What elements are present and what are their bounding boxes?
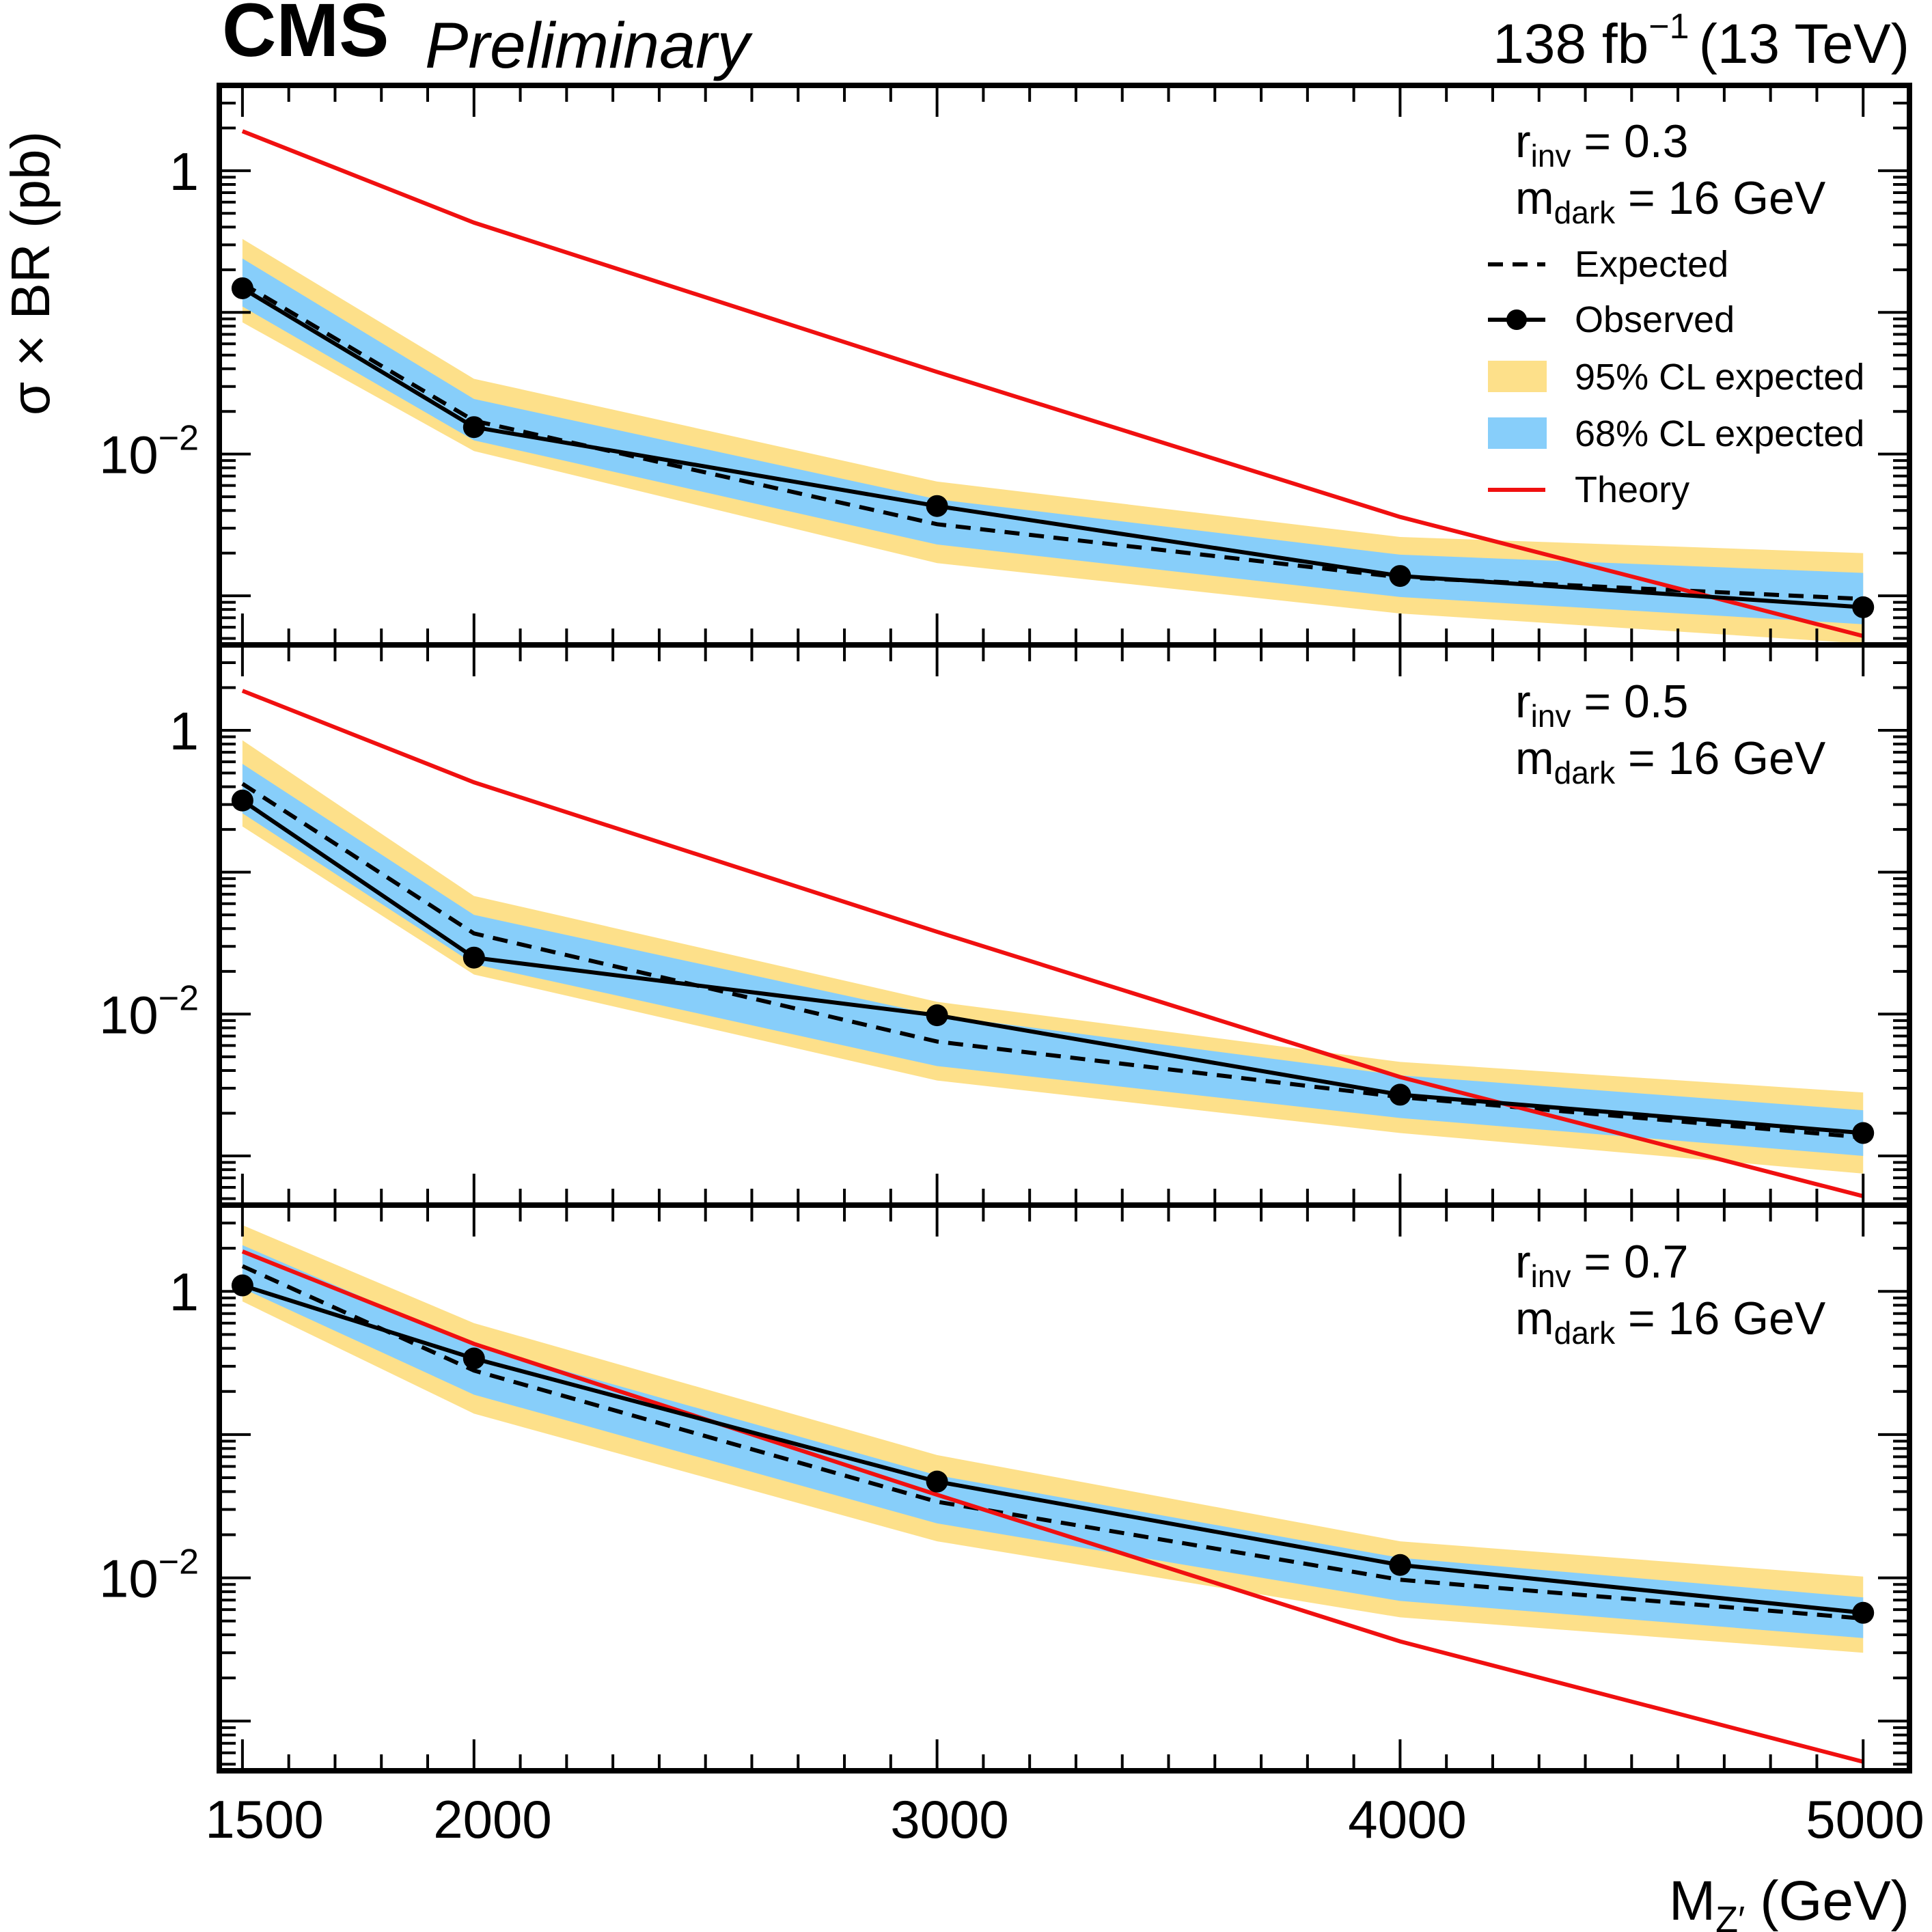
rinv-label: rinv = 0.7 bbox=[1515, 1236, 1689, 1294]
observed-point bbox=[1852, 1122, 1875, 1144]
x-tick-label: 3000 bbox=[890, 1789, 1009, 1849]
legend-expected-label: Expected bbox=[1575, 244, 1728, 285]
mdark-label: mdark = 16 GeV bbox=[1515, 732, 1826, 790]
legend-band68-label: 68% CL expected bbox=[1575, 413, 1864, 454]
mdark-label: mdark = 16 GeV bbox=[1515, 172, 1826, 230]
x-tick-label: 1500 bbox=[205, 1789, 324, 1849]
observed-point bbox=[1852, 596, 1875, 618]
observed-point bbox=[463, 416, 485, 439]
y-tick-label: 1 bbox=[169, 701, 199, 761]
y-tick-label: 1 bbox=[169, 141, 199, 202]
observed-point bbox=[1389, 565, 1411, 588]
y-axis-title: σ × BR (pb) bbox=[0, 131, 61, 415]
rinv-label: rinv = 0.3 bbox=[1515, 115, 1689, 174]
plot-region bbox=[231, 689, 1875, 1198]
y-tick-label: 10−2 bbox=[99, 1543, 199, 1609]
panel-rinv-0-7: 1 10−2 rinv = 0.7 mdark = 16 GeV bbox=[99, 1202, 1912, 1774]
legend-band95-swatch bbox=[1488, 361, 1547, 392]
expected-line bbox=[241, 1264, 1864, 1621]
band-68-cl bbox=[242, 764, 1864, 1156]
observed-point bbox=[231, 277, 253, 299]
legend-theory-label: Theory bbox=[1575, 469, 1689, 510]
x-axis-title: MZ′ (GeV) bbox=[1669, 1870, 1909, 1932]
observed-point bbox=[926, 1470, 948, 1493]
observed-point bbox=[231, 789, 253, 812]
luminosity-label: 138 fb−1 (13 TeV) bbox=[1493, 7, 1909, 75]
x-tick-labels: 1500 2000 3000 4000 5000 bbox=[205, 1789, 1924, 1849]
y-tick-label: 10−2 bbox=[99, 419, 199, 485]
plot-region bbox=[231, 129, 1875, 644]
x-tick-label: 5000 bbox=[1806, 1789, 1924, 1849]
legend: Expected Observed 95% CL expected 68% CL… bbox=[1488, 244, 1864, 510]
legend-band95-label: 95% CL expected bbox=[1575, 357, 1864, 398]
observed-point bbox=[1389, 1554, 1411, 1576]
panel-frame bbox=[217, 1202, 1912, 1774]
x-tick-label: 2000 bbox=[433, 1789, 552, 1849]
x-tick-label: 4000 bbox=[1348, 1789, 1467, 1849]
observed-point bbox=[463, 946, 485, 969]
band-68-cl bbox=[242, 1245, 1864, 1638]
theory-line bbox=[241, 1250, 1864, 1764]
legend-observed-marker bbox=[1506, 309, 1527, 330]
preliminary-label: Preliminary bbox=[425, 10, 754, 82]
expected-line bbox=[241, 782, 1864, 1140]
theory-line bbox=[241, 689, 1864, 1198]
panel-rinv-0-3: 1 10−2 rinv = 0.3 mdark = 16 GeV Expected… bbox=[99, 83, 1912, 648]
legend-band68-swatch bbox=[1488, 417, 1547, 449]
band-95-cl bbox=[242, 1225, 1864, 1653]
observed-point bbox=[926, 1004, 948, 1027]
band-95-cl bbox=[242, 238, 1864, 644]
theory-line bbox=[241, 129, 1864, 638]
y-tick-label: 10−2 bbox=[99, 978, 199, 1045]
observed-point bbox=[926, 495, 948, 517]
observed-point bbox=[231, 1274, 253, 1297]
y-tick-label: 1 bbox=[169, 1262, 199, 1322]
panel-rinv-0-5: 1 10−2 rinv = 0.5 mdark = 16 GeV bbox=[99, 642, 1912, 1208]
cms-logo-text: CMS bbox=[222, 0, 389, 72]
observed-point bbox=[1852, 1601, 1875, 1624]
observed-point bbox=[463, 1347, 485, 1370]
observed-point bbox=[1389, 1084, 1411, 1106]
mdark-label: mdark = 16 GeV bbox=[1515, 1293, 1826, 1351]
plot-region bbox=[231, 1225, 1875, 1764]
legend-observed-label: Observed bbox=[1575, 299, 1735, 340]
rinv-label: rinv = 0.5 bbox=[1515, 676, 1689, 734]
